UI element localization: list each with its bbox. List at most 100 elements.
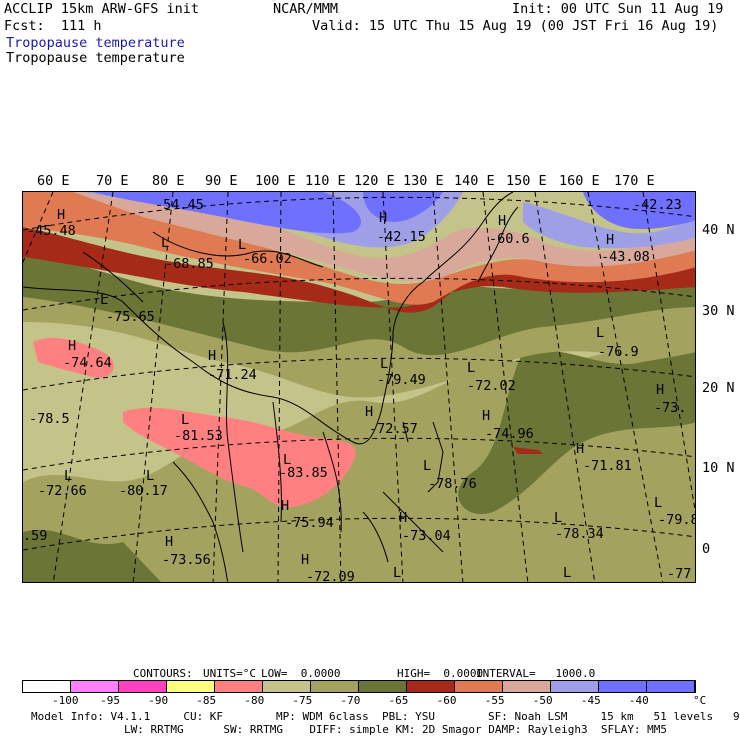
lon-label: 140 E <box>454 173 495 189</box>
contour-value: -75.94 <box>285 515 334 531</box>
region-c_-70-south <box>23 530 162 582</box>
low-marker: L <box>654 495 663 511</box>
interval-label: INTERVAL= 1000.0 <box>476 667 596 680</box>
high-marker: H <box>498 213 507 229</box>
contour-value: -72.57 <box>369 421 418 437</box>
high-marker: H <box>482 408 491 424</box>
colorbar-tick-label: -85 <box>196 694 217 707</box>
high-label: HIGH= 0.0000 <box>397 667 484 680</box>
low-marker: L <box>554 510 563 526</box>
units-label: UNITS=°C <box>203 667 256 680</box>
colorbar-tick-label: -100 <box>52 694 79 707</box>
lon-label: 80 E <box>152 173 185 189</box>
colorbar-tick-label: -65 <box>388 694 409 707</box>
contour-value: -72.09 <box>306 569 355 583</box>
lon-label: 110 E <box>305 173 346 189</box>
low-label: LOW= 0.0000 <box>261 667 341 680</box>
colorbar-swatch <box>503 681 551 692</box>
high-marker: H <box>606 232 615 248</box>
lat-label: 20 N <box>702 380 735 396</box>
high-marker: H <box>301 552 310 568</box>
colorbar-tick-label: -75 <box>292 694 313 707</box>
low-marker: L <box>596 325 605 341</box>
low-marker: L <box>380 356 389 372</box>
lon-label: 130 E <box>403 173 444 189</box>
graticule <box>23 192 695 582</box>
low-marker: L <box>146 468 155 484</box>
high-marker: H <box>656 382 665 398</box>
colorbar-tick-label: -95 <box>100 694 121 707</box>
lon-label: 100 E <box>255 173 296 189</box>
contour-value: -42.15 <box>377 229 426 245</box>
low-marker: L <box>563 565 572 581</box>
high-marker: H <box>365 404 374 420</box>
field-title-black: Tropopause temperature <box>6 50 185 66</box>
colorbar-swatch <box>407 681 455 692</box>
valid-time: Valid: 15 UTC Thu 15 Aug 19 (00 JST Fri … <box>312 18 719 34</box>
region-c_-60-patch <box>513 447 543 454</box>
contour-value: -74.96 <box>485 426 534 442</box>
low-marker: L <box>467 360 476 376</box>
low-marker: L <box>393 565 402 581</box>
colorbar-swatch <box>359 681 407 692</box>
contour-value: -73.04 <box>402 528 451 544</box>
high-marker: H <box>576 441 585 457</box>
colorbar-swatch <box>215 681 263 692</box>
colorbar-tick-label: -80 <box>244 694 265 707</box>
colorbar-tick-label: -45 <box>580 694 601 707</box>
contour-value: -79.8 <box>658 512 696 528</box>
coastlines-borders <box>23 192 519 582</box>
colorbar-swatch <box>551 681 599 692</box>
contour-value: -75.65 <box>106 309 155 325</box>
map-panel: H -45.48 -54.45 L -68.85 L -66.02 H -42.… <box>22 191 696 583</box>
contour-value: -79.49 <box>377 372 426 388</box>
contour-value: -71.24 <box>208 367 257 383</box>
lon-label: 90 E <box>205 173 238 189</box>
colorbar-tick-label: -55 <box>484 694 505 707</box>
init-time: Init: 00 UTC Sun 11 Aug 19 <box>512 1 724 17</box>
lon-label: 120 E <box>354 173 395 189</box>
contour-value: -66.02 <box>243 251 292 267</box>
region-c_gt_-40 <box>93 192 695 234</box>
region-c_-70-east <box>458 349 695 514</box>
contour-value: -42.23 <box>633 197 682 213</box>
colorbar-tick-label: -90 <box>148 694 169 707</box>
colorbar <box>22 680 696 693</box>
high-marker: H <box>208 348 217 364</box>
contour-value: -78.5 <box>29 411 70 427</box>
colorbar-swatch <box>23 681 71 692</box>
colorbar-swatch <box>599 681 647 692</box>
contour-value: -71.81 <box>583 458 632 474</box>
colorbar-swatch <box>647 681 695 692</box>
low-marker: L <box>423 458 432 474</box>
contour-value: -74.64 <box>63 355 112 371</box>
region-c_-75-north <box>23 292 695 398</box>
map-svg <box>23 192 695 582</box>
model-title: ACCLIP 15km ARW-GFS init <box>4 1 200 17</box>
colorbar-tick-label: -50 <box>532 694 553 707</box>
lon-label: 170 E <box>614 173 655 189</box>
model-info-line2: LW: RRTMG SW: RRTMG DIFF: simple KM: 2D … <box>124 723 668 736</box>
low-marker: L <box>64 468 73 484</box>
contour-value: -78.34 <box>555 526 604 542</box>
colorbar-swatch <box>71 681 119 692</box>
lat-label: 30 N <box>702 303 735 319</box>
high-marker: H <box>165 534 174 550</box>
contour-value: -73. <box>654 400 687 416</box>
colorbar-swatch <box>455 681 503 692</box>
forecast-hour: Fcst: 111 h <box>4 18 102 34</box>
lon-label: 60 E <box>37 173 70 189</box>
colorbar-tick-label: -60 <box>436 694 457 707</box>
contour-value: -78.76 <box>428 476 477 492</box>
low-marker: L <box>283 452 292 468</box>
contour-value: -76.9 <box>598 344 639 360</box>
region-c_-60 <box>23 227 695 313</box>
region-c_-85 <box>33 337 356 508</box>
contour-value: -45.48 <box>27 223 76 239</box>
contour-value: -54.45 <box>155 197 204 213</box>
contour-value: .59 <box>23 528 48 544</box>
high-marker: H <box>57 207 66 223</box>
model-info-line1: Model Info: V4.1.1 CU: KF MP: WDM 6class… <box>31 710 740 723</box>
lon-label: 70 E <box>96 173 129 189</box>
contour-value: -73.56 <box>162 552 211 568</box>
